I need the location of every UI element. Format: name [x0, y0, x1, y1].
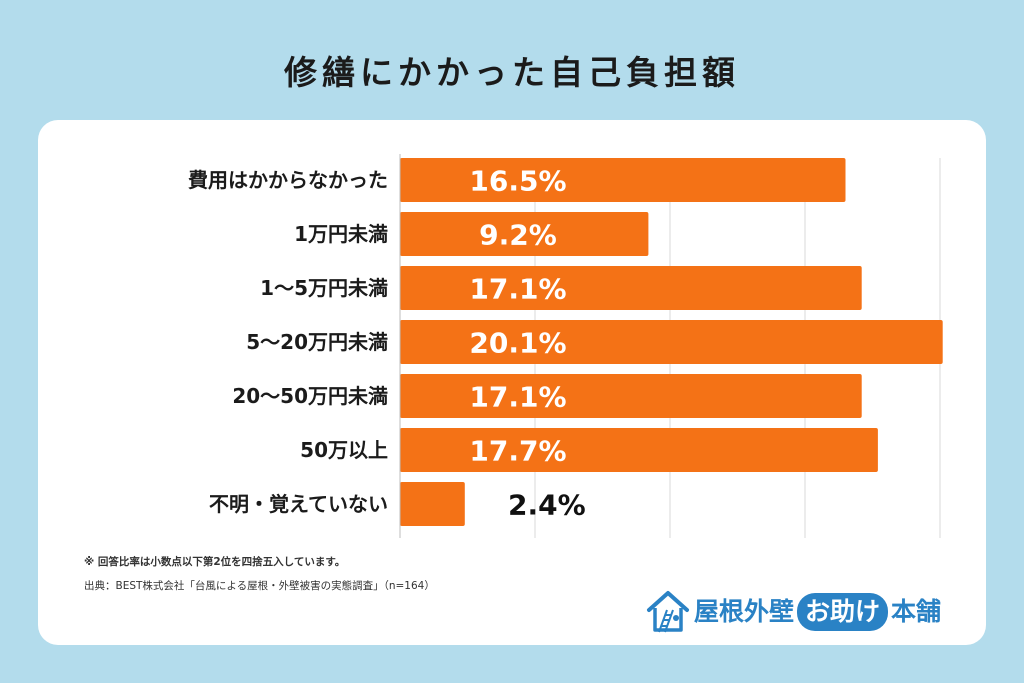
brand-name: 屋根外壁 お助け 本舗 [694, 592, 941, 631]
brand-logo: 屋根外壁 お助け 本舗 [646, 588, 941, 634]
bar-chart: 費用はかからなかった 16.5% 1万円未満 9.2% 1〜5万円未満 17.1% 5〜20… [188, 154, 943, 538]
value-label: 20.1% [469, 327, 566, 360]
chart-card: 費用はかからなかった 16.5% 1万円未満 9.2% 1〜5万円未満 17.1% 5〜20… [38, 120, 986, 645]
category-label: 1〜5万円未満 [260, 276, 388, 300]
category-label: 1万円未満 [294, 222, 388, 246]
value-label: 17.1% [469, 381, 566, 414]
rounding-note: ※ 回答比率は小数点以下第2位を四捨五入しています。 [84, 556, 346, 568]
value-label: 17.1% [469, 273, 566, 306]
value-label: 17.7% [469, 435, 566, 468]
category-label: 費用はかからなかった [188, 168, 388, 192]
value-label: 2.4% [508, 489, 586, 522]
bar [400, 374, 862, 418]
house-ladder-icon [647, 591, 689, 633]
bar [400, 212, 649, 256]
footnotes: ※ 回答比率は小数点以下第2位を四捨五入しています。 出典：BEST株式会社「台… [84, 554, 435, 593]
brand-name-part1: 屋根外壁 [694, 596, 795, 626]
category-label: 不明・覚えていない [209, 492, 388, 516]
category-label: 5〜20万円未満 [246, 330, 388, 354]
value-label: 9.2% [479, 219, 557, 252]
category-label: 50万以上 [300, 438, 388, 462]
bar [400, 428, 878, 472]
category-label: 20〜50万円未満 [232, 384, 388, 408]
value-label: 16.5% [469, 165, 566, 198]
brand-name-part2: 本舗 [891, 596, 942, 626]
bar [400, 158, 846, 202]
bar [400, 266, 862, 310]
brand-name-highlight: お助け [797, 592, 889, 631]
bar [400, 482, 465, 526]
chart-title: 修繕にかかった自己負担額 [284, 53, 740, 92]
bar [400, 320, 943, 364]
source-note: 出典：BEST株式会社「台風による屋根・外壁被害の実態調査」（n=164） [84, 580, 435, 592]
